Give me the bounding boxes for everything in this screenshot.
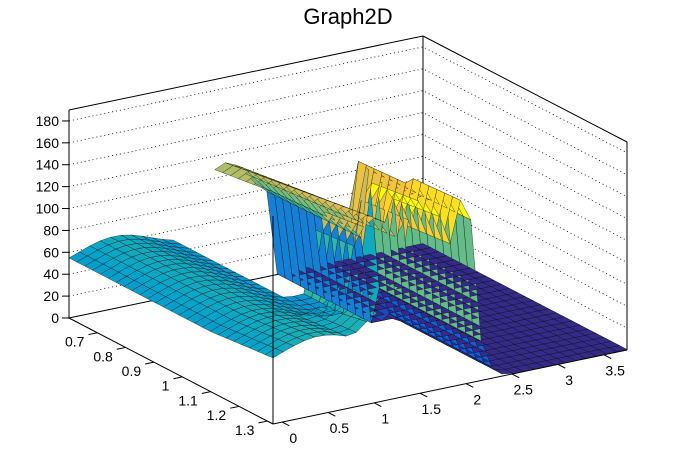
x-tick-label: 0.5 [330,420,350,436]
x-tick-label: 3.5 [605,363,625,379]
axis-ticks: 0 0.5 1 1.5 2 2.5 3 3.5 0.7 0.8 0.9 1 1.1 1.2 1.3 0 20 40… [36,110,625,446]
z-gridline [68,134,628,241]
z-tick-label: 60 [43,244,59,260]
axis-box-edge [68,35,424,111]
axis-box-edge [422,35,628,143]
y-tick-mark [258,420,268,424]
z-tick-label: 0 [51,310,59,326]
y-tick-label: 1.2 [207,407,227,423]
x-tick-mark [373,402,382,408]
x-tick-label: 2 [473,391,481,407]
z-tick-label: 140 [36,157,60,173]
y-tick-mark [145,361,155,365]
x-tick-label: 2.5 [513,382,533,398]
x-tick-mark [511,373,520,379]
y-tick-mark [173,376,183,380]
y-tick-label: 0.9 [122,363,142,379]
x-tick-label: 1 [381,411,389,427]
x-tick-mark [557,363,566,369]
surface-cell [68,251,88,263]
x-tick-mark [465,383,474,388]
z-tick-label: 160 [36,135,60,151]
y-tick-label: 0.8 [93,348,113,364]
y-tick-label: 0.7 [65,334,85,350]
z-gridline [68,46,628,154]
z-gridline [68,177,628,285]
z-tick-label: 100 [36,201,60,217]
x-tick-label: 3 [565,372,573,388]
x-tick-mark [281,421,290,427]
y-tick-label: 1 [162,378,170,394]
surface-mesh [68,161,628,375]
z-tick-label: 20 [43,288,59,304]
y-tick-label: 1.1 [178,392,198,408]
x-tick-label: 1.5 [422,401,442,417]
chart-title: Graph2D [303,4,392,29]
x-tick-mark [603,354,612,359]
z-tick-label: 80 [43,222,59,238]
z-tick-label: 120 [36,179,60,195]
z-gridline [68,90,628,198]
z-tick-label: 40 [43,266,59,282]
y-tick-mark [201,391,211,394]
y-tick-mark [88,332,98,336]
y-tick-mark [116,346,126,350]
surface-cell [214,162,234,173]
x-tick-mark [419,392,428,398]
z-tick-label: 180 [36,113,60,129]
axis-line [272,349,628,425]
x-tick-label: 0 [289,430,297,446]
x-tick-mark [327,412,336,417]
y-tick-mark [230,405,240,409]
z-gridline [68,68,628,176]
y-tick-label: 1.3 [235,422,255,438]
z-gridline [68,155,628,263]
z-gridline [68,112,628,219]
axis-box-front [272,216,628,425]
